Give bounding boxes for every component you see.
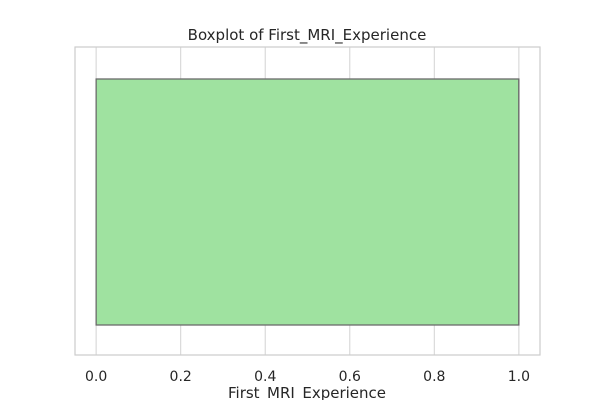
x-tick-label: 0.8 [423, 369, 445, 385]
x-tick-label: 0.2 [170, 369, 192, 385]
x-tick-label: 0.6 [339, 369, 361, 385]
plot-area-frame [74, 46, 541, 356]
x-axis-label: First_MRI_Experience [228, 384, 386, 400]
box-group [95, 78, 520, 326]
x-tick-label: 0.0 [85, 369, 107, 385]
chart-title: Boxplot of First_MRI_Experience [188, 26, 427, 45]
x-tick-labels: 0.0 0.2 0.4 0.6 0.8 1.0 [85, 369, 530, 385]
x-tick-label: 1.0 [508, 369, 530, 385]
x-tick-label: 0.4 [254, 369, 276, 385]
box-iqr [95, 78, 520, 326]
